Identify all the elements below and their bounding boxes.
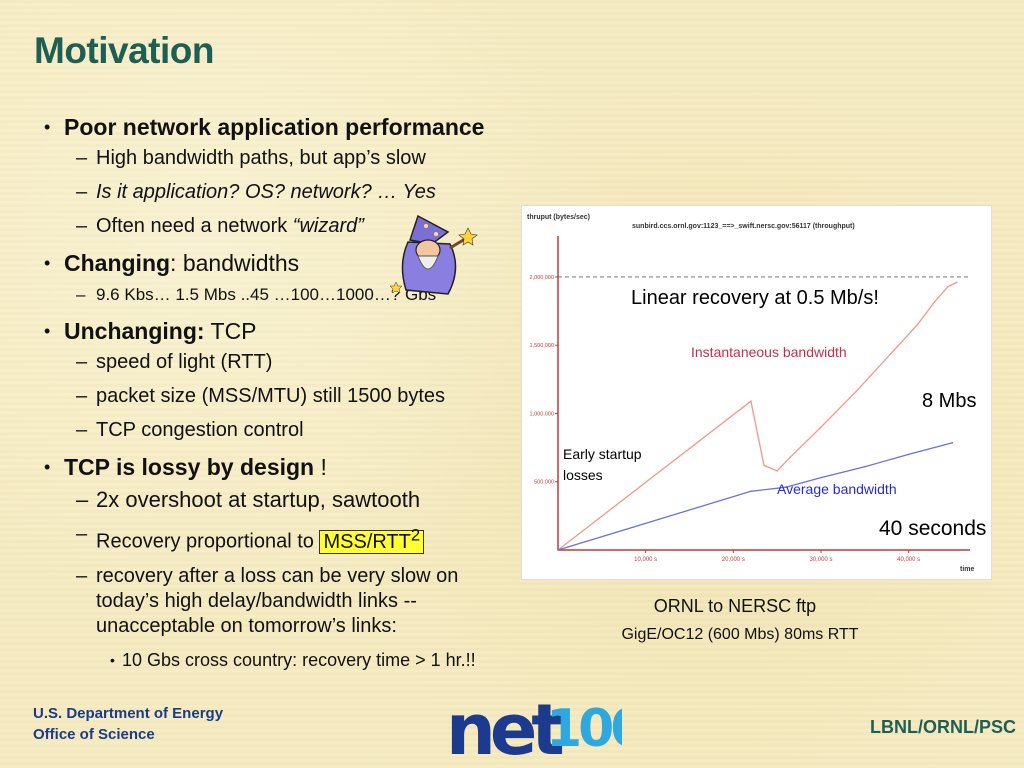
sub-bullet: Often need a network “wizard” [44,214,514,239]
chart-header-title: sunbird.ccs.ornl.gov:1123_==>_swift.ners… [632,223,855,230]
annotation-early-startup: Early startup [563,446,642,462]
sub-sub-bullet: 10 Gbs cross country: recovery time > 1 … [44,648,514,672]
chart-series-instantaneous-point [934,300,936,303]
chart-marks: 500,000 1,000,000 1,500,000 2,000,000 10,000… [530,236,970,563]
chart-series-instantaneous-point [763,464,765,467]
footer-org: U.S. Department of Energy Office of Scie… [33,703,223,745]
annotation-average: Average bandwidth [777,481,897,497]
chart-caption-1: ORNL to NERSC ftp [653,596,817,616]
sub-bullet: recovery after a loss can be very slow o… [44,564,514,639]
chart-y-tick-label: 500,000 [534,480,554,486]
chart-series-average-point [750,490,752,493]
annotation-8mbs: 8 Mbs [922,390,977,412]
chart-series-average-point [907,453,910,456]
sub-bullet: TCP congestion control [44,418,514,443]
footer-org-line2: Office of Science [33,726,155,743]
svg-text:net: net [446,692,563,762]
annotation-losses: losses [563,467,603,483]
chart-series-instantaneous-point [916,323,919,326]
sub-bullet: Recovery proportional to MSS/RTT2 [44,522,514,555]
annotation-instantaneous: Instantaneous bandwidth [691,344,847,360]
net100-logo: net 100 [446,692,622,762]
chart-y-tick-label: 1,500,000 [530,343,554,349]
chart-series-instantaneous [557,281,958,551]
chart-series-average-point [820,476,822,479]
chart-x-tick-label: 40,000 s [897,557,920,563]
chart-series-instantaneous-point [776,470,778,472]
annotation-linear-recovery: Linear recovery at 0.5 Mb/s! [631,287,879,309]
bullet-changing: Changing: bandwidths [44,248,514,278]
slide-title: Motivation [34,30,214,71]
chart-series-instantaneous-point [890,352,892,355]
chart-series-instantaneous-point [947,285,949,288]
chart-x-axis-label: time [960,566,975,573]
mss-rtt-highlight: MSS/RTT2 [319,525,425,554]
chart-series-instantaneous-point [855,390,857,393]
wizard-icon [389,214,478,295]
footer-partners: LBNL/ORNL/PSC [870,717,1016,737]
chart-series-average-point [785,486,787,489]
bullet-unchanging: Unchanging: TCP [44,316,514,346]
bullet-tcp-lossy: TCP is lossy by design ! [44,452,514,482]
chart-series-average-point [864,465,866,468]
chart-series-average-point [951,442,954,444]
sub-bullet: speed of light (RTT) [44,350,514,375]
chart-y-tick-label: 1,000,000 [530,411,554,417]
throughput-chart: thruput (bytes/sec) sunbird.ccs.ornl.gov… [521,205,992,580]
chart-x-tick-label: 10,000 s [634,557,657,563]
sub-bullet: packet size (MSS/MTU) still 1500 bytes [44,384,514,409]
sub-bullet: High bandwidth paths, but app’s slow [44,146,514,171]
sub-bullet: 2x overshoot at startup, sawtooth [44,486,514,513]
sub-bullet: 9.6 Kbs… 1.5 Mbs ..45 …100…1000…? Gbs [44,282,514,307]
sub-bullet: Is it application? OS? network? … Yes [44,180,514,205]
chart-x-tick-label: 30,000 s [809,557,832,563]
chart-canvas: thruput (bytes/sec) sunbird.ccs.ornl.gov… [527,214,975,573]
bullet-list: Poor network application performance Hig… [44,112,514,678]
chart-series-average-point [557,549,559,551]
annotation-40-seconds: 40 seconds [879,517,987,540]
chart-y-tick-label: 2,000,000 [530,275,554,281]
chart-series-instantaneous-point [789,456,792,458]
svg-text:100: 100 [546,699,622,759]
chart-series-instantaneous-point [750,400,752,402]
chart-series-instantaneous-point [820,426,822,428]
footer-org-line1: U.S. Department of Energy [33,705,224,722]
chart-x-tick-label: 20,000 s [722,557,745,563]
chart-caption-2: GigE/OC12 (600 Mbs) 80ms RTT [621,626,859,643]
chart-series-instantaneous-point [956,281,958,284]
chart-y-axis-label: thruput (bytes/sec) [527,214,590,221]
bullet-poor-performance: Poor network application performance [44,112,514,142]
